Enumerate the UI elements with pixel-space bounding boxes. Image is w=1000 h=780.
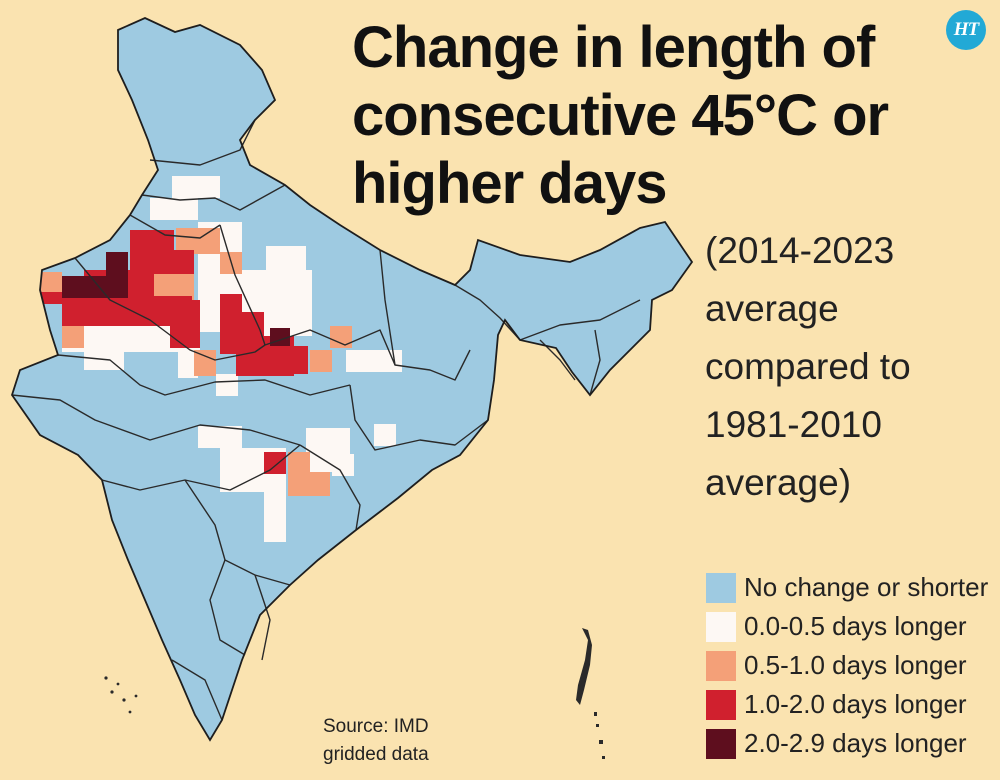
state-boundaries (11, 119, 641, 721)
heat-cell-1.0-2.0 (170, 300, 200, 348)
heat-cell-2.0-2.9 (106, 252, 128, 276)
heat-cell-1.0-2.0 (220, 294, 242, 314)
heat-grid (40, 176, 402, 542)
heat-cell-0-0.5 (346, 350, 402, 372)
legend-label: No change or shorter (744, 572, 989, 602)
heat-cell-0-0.5 (150, 198, 198, 220)
subtitle-line: average (705, 288, 839, 329)
ht-logo: HT (946, 10, 986, 50)
title-line: consecutive 45°C or (352, 83, 889, 148)
heat-cell-0.5-1.0 (310, 350, 332, 372)
heat-cell-0-0.5 (266, 246, 306, 272)
heat-cell-0-0.5 (172, 176, 220, 198)
heat-cell-0-0.5 (198, 426, 242, 448)
india-heat-map (11, 17, 693, 759)
legend-label: 0.5-1.0 days longer (744, 650, 967, 680)
heat-cell-0-0.5 (374, 424, 396, 446)
subtitle-line: compared to (705, 346, 911, 387)
andaman-nicobar-islands (576, 628, 605, 759)
legend-label: 0.0-0.5 days longer (744, 611, 967, 641)
heat-cell-1.0-2.0 (264, 452, 286, 474)
legend-swatch (706, 650, 736, 681)
heat-cell-1.0-2.0 (150, 250, 194, 274)
legend-swatch (706, 689, 736, 720)
heat-cell-2.0-2.9 (62, 276, 128, 298)
heat-cell-1.0-2.0 (264, 346, 308, 374)
subtitle-line: 1981-2010 (705, 404, 882, 445)
heat-cell-0.5-1.0 (176, 228, 220, 254)
heat-cell-0.5-1.0 (40, 272, 62, 298)
source-note: Source: IMD gridded data (323, 713, 473, 769)
heat-cell-0-0.5 (332, 454, 354, 476)
heat-cell-0.5-1.0 (150, 274, 194, 300)
heat-cell-0.5-1.0 (308, 472, 330, 496)
legend-item-0-0.5: 0.0-0.5 days longer (706, 607, 1000, 646)
lakshadweep-islands (104, 676, 138, 714)
heat-cell-0.5-1.0 (62, 326, 84, 348)
legend-item-no-change: No change or shorter (706, 568, 1000, 607)
legend-label: 1.0-2.0 days longer (744, 689, 967, 719)
legend-item-1.0-2.0: 1.0-2.0 days longer (706, 685, 1000, 724)
legend-item-0.5-1.0: 0.5-1.0 days longer (706, 646, 1000, 685)
legend-swatch (706, 728, 736, 759)
legend-swatch (706, 572, 736, 603)
legend-item-2.0-2.9: 2.0-2.9 days longer (706, 724, 1000, 763)
source-line: Source: IMD (323, 716, 429, 737)
subtitle-line: average) (705, 462, 852, 503)
title-line: higher days (352, 151, 668, 216)
source-line: gridded data (323, 744, 429, 765)
heat-cell-0.5-1.0 (194, 350, 216, 376)
heat-cell-1.0-2.0 (40, 292, 62, 304)
title-line: Change in length of (352, 15, 875, 80)
heat-cell-0-0.5 (178, 352, 198, 378)
heat-cell-0.5-1.0 (330, 326, 352, 348)
chart-subtitle: (2014-2023 average compared to 1981-2010… (705, 222, 995, 512)
heat-cell-0-0.5 (216, 374, 238, 396)
legend-label: 2.0-2.9 days longer (744, 728, 967, 758)
heat-cell-0.5-1.0 (288, 452, 310, 496)
legend: No change or shorter 0.0-0.5 days longer… (706, 568, 1000, 763)
chart-title: Change in length of consecutive 45°C or … (352, 14, 912, 218)
subtitle-line: (2014-2023 (705, 230, 895, 271)
legend-swatch (706, 611, 736, 642)
heat-cell-0-0.5 (264, 490, 286, 542)
